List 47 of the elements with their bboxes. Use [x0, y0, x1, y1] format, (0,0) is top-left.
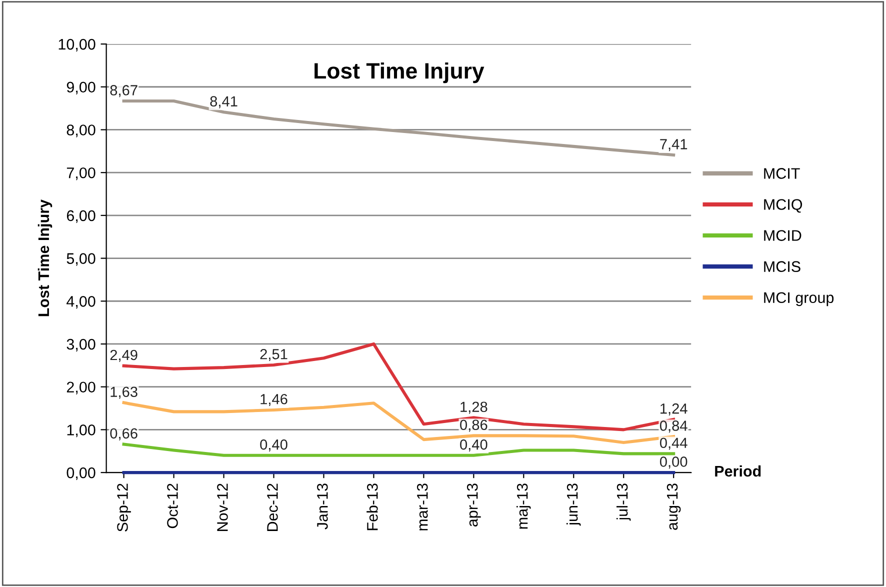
y-tick-label: 6,00 [66, 210, 96, 223]
x-tick-label: Jan-13 [317, 484, 328, 530]
x-tick-label: maj-13 [516, 484, 531, 529]
y-tick-label: 0,00 [66, 467, 96, 480]
data-label: 1,46 [260, 394, 288, 406]
data-label: 0,66 [110, 428, 138, 440]
legend-label: MCIQ [764, 199, 802, 213]
x-axis-title: Period [715, 465, 761, 477]
y-tick-label: 10,00 [58, 38, 96, 52]
data-label: 0,40 [460, 439, 488, 452]
x-tick-label: jun-13 [566, 484, 581, 526]
x-tick-label: Feb-13 [366, 484, 378, 530]
data-label: 1,28 [460, 402, 488, 414]
text: Lost Time Injury [314, 62, 484, 84]
x-tick-label: Sep-12 [117, 484, 131, 532]
y-tick-label: 8,00 [66, 124, 96, 138]
data-label: 0,44 [660, 438, 688, 450]
x-tick-label: jul-13 [616, 484, 631, 521]
data-label: 7,41 [660, 139, 688, 152]
data-label: 1,24 [660, 403, 688, 416]
legend-label: MCID [764, 230, 802, 241]
legend-label: MCIS [764, 261, 800, 272]
y-tick-label: 5,00 [66, 253, 96, 266]
legend-label: MCIT [764, 168, 800, 179]
data-label: 8,41 [210, 96, 238, 108]
x-tick-label: mar-13 [416, 484, 428, 530]
data-label: 0,00 [660, 456, 688, 469]
data-label: 0,84 [660, 420, 688, 433]
data-label: 2,51 [260, 348, 288, 362]
y-tick-label: 1,00 [67, 424, 96, 438]
x-tick-label: aug-13 [666, 484, 681, 530]
data-label: 2,49 [110, 350, 138, 362]
y-tick-label: 3,00 [66, 338, 96, 352]
data-label: 8,67 [110, 85, 138, 98]
y-tick-label: 2,00 [66, 382, 96, 394]
y-tick-label: 9,00 [66, 82, 96, 94]
y-tick-label: 7,00 [66, 167, 96, 180]
data-label: 0,86 [460, 420, 488, 432]
legend-label: MCI group [764, 292, 834, 306]
data-label: 1,63 [110, 386, 138, 399]
x-tick-label: apr-13 [466, 484, 481, 526]
y-tick-label: 4,00 [66, 296, 96, 309]
x-tick-label: Oct-12 [167, 484, 178, 528]
x-tick-label: Nov-12 [217, 484, 228, 531]
data-label: 0,40 [260, 439, 288, 452]
x-tick-label: Dec-12 [267, 484, 278, 531]
y-axis-title: Lost Time Injury [38, 199, 52, 316]
